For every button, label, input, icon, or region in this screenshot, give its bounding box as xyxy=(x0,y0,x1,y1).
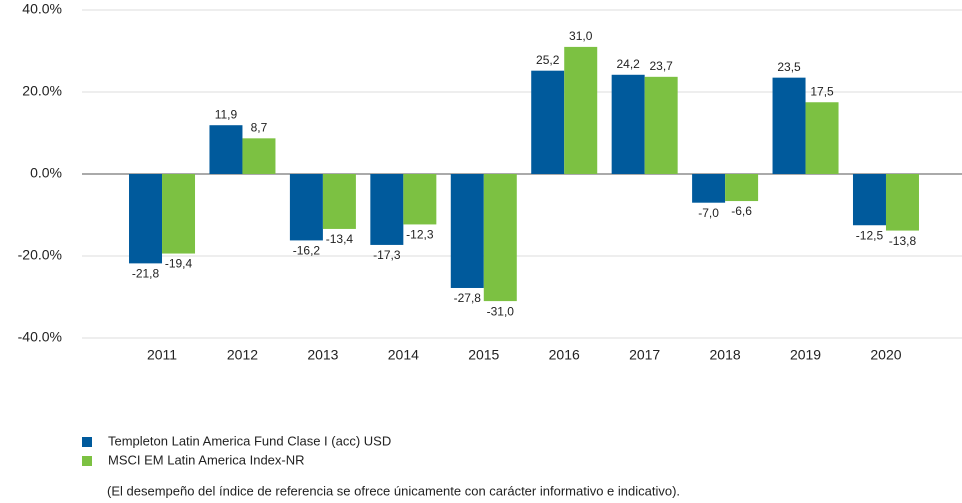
legend-label: Templeton Latin America Fund Clase I (ac… xyxy=(108,433,391,448)
y-tick-label: -20.0% xyxy=(18,247,62,263)
value-label: -31,0 xyxy=(487,304,515,318)
footnote: (El desempeño del índice de referencia s… xyxy=(107,483,680,498)
value-label: -27,8 xyxy=(454,291,482,305)
bar xyxy=(725,174,759,202)
value-label: -19,4 xyxy=(165,257,193,271)
legend-label: MSCI EM Latin America Index-NR xyxy=(108,452,305,467)
bar xyxy=(692,174,726,203)
value-label: -16,2 xyxy=(293,244,321,258)
bar xyxy=(209,125,243,174)
bar xyxy=(162,174,196,254)
value-label: -12,5 xyxy=(856,228,884,242)
bar xyxy=(289,174,323,241)
x-tick-label: 2020 xyxy=(870,347,901,363)
value-label: -12,3 xyxy=(406,228,434,242)
value-label: 17,5 xyxy=(810,84,834,98)
bar xyxy=(403,174,437,225)
x-tick-label: 2011 xyxy=(147,347,177,363)
y-tick-label: -40.0% xyxy=(18,329,62,345)
bar xyxy=(611,74,645,174)
bar xyxy=(564,46,598,174)
x-tick-label: 2013 xyxy=(307,347,338,363)
x-tick-label: 2014 xyxy=(388,347,419,363)
value-label: 31,0 xyxy=(569,29,593,43)
value-label: -7,0 xyxy=(698,206,719,220)
y-tick-label: 40.0% xyxy=(22,1,62,17)
value-label: 11,9 xyxy=(215,107,238,121)
x-tick-label: 2015 xyxy=(468,347,499,363)
bar xyxy=(772,77,806,174)
value-label: 8,7 xyxy=(251,121,268,135)
y-tick-label: 20.0% xyxy=(22,83,62,99)
x-tick-label: 2019 xyxy=(790,347,821,363)
value-label: -17,3 xyxy=(373,248,401,262)
value-label: 23,5 xyxy=(777,60,801,74)
bar xyxy=(805,102,839,174)
value-label: 24,2 xyxy=(616,57,640,71)
bar xyxy=(129,174,163,264)
legend-swatch xyxy=(82,456,92,466)
bar xyxy=(531,70,565,174)
value-label: -6,6 xyxy=(731,204,752,218)
bar xyxy=(450,174,484,288)
x-tick-label: 2016 xyxy=(549,347,580,363)
value-label: 25,2 xyxy=(536,53,560,67)
value-label: -13,8 xyxy=(889,234,917,248)
bar xyxy=(885,174,919,231)
bar xyxy=(242,138,276,174)
value-label: -13,4 xyxy=(326,232,354,246)
x-tick-label: 2018 xyxy=(710,347,741,363)
bar xyxy=(483,174,517,302)
value-label: -21,8 xyxy=(132,267,160,281)
legend-swatch xyxy=(82,437,92,447)
bar xyxy=(852,174,886,226)
value-label: 23,7 xyxy=(649,59,673,73)
x-tick-label: 2017 xyxy=(629,347,660,363)
x-tick-label: 2012 xyxy=(227,347,258,363)
bar xyxy=(644,76,678,174)
y-tick-label: 0.0% xyxy=(30,165,62,181)
bar xyxy=(322,174,356,229)
bar xyxy=(370,174,404,245)
